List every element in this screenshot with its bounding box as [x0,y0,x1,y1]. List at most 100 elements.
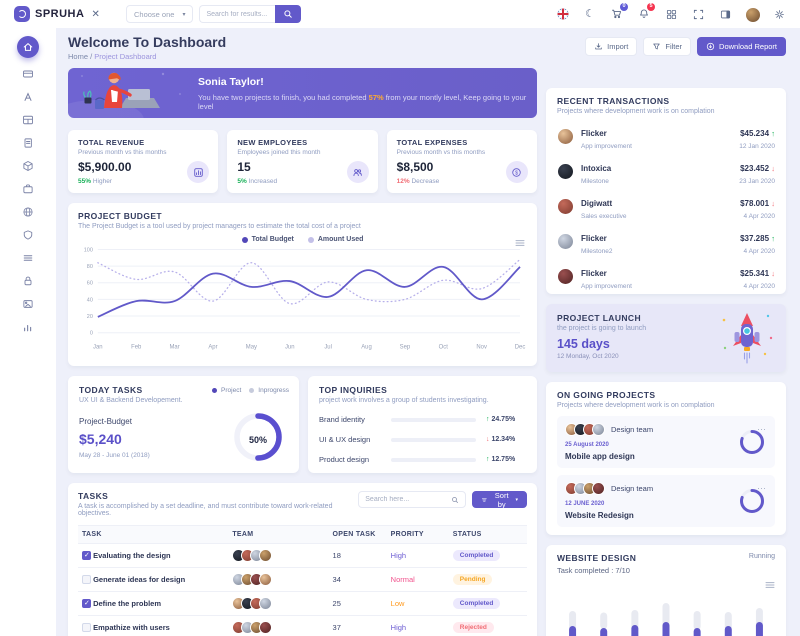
stat-subtitle: Previous month vs this months [396,149,486,156]
avatar [745,7,761,23]
transaction-avatar [557,233,574,250]
transaction-amount: $45.234 [740,129,770,138]
sidebar-item-tables[interactable] [21,113,35,127]
task-checkbox[interactable] [82,551,91,561]
transaction-date: 23 Jan 2020 [739,178,775,185]
task-checkbox[interactable] [82,575,91,585]
trend-arrow-icon: ↑ [486,456,490,463]
task-checkbox[interactable] [82,623,91,633]
ongoing-projects-card: ON GOING PROJECTS Projects where develop… [546,382,786,535]
user-avatar[interactable] [744,6,761,23]
sidebar-item-dashboard[interactable] [17,36,39,58]
priority-label: Low [390,599,405,608]
open-task-count: 25 [328,591,387,616]
banner-message-post: from your montly level, Keep going to yo… [198,93,527,111]
avatar [592,423,605,436]
globe-icon [23,207,33,217]
today-tasks-donut: 50% [231,410,285,469]
website-card-menu-icon[interactable] [765,576,775,593]
transaction-amount: $23.452 [740,164,770,173]
apps-grid-icon[interactable] [664,7,678,21]
cart-icon[interactable]: 0 [610,3,628,21]
sort-by-button[interactable]: Sort by ▾ [472,491,527,509]
budget-card-menu-icon[interactable] [515,234,525,252]
tasks-subtitle: A task is accomplished by a set deadline… [78,503,333,517]
breadcrumb-home[interactable]: Home [68,52,89,61]
notifications-bell-icon[interactable]: 5 [637,3,655,21]
dark-mode-moon-icon[interactable]: ☾ [585,7,595,20]
import-icon [595,43,602,50]
project-menu-icon[interactable]: ⋯ [757,424,767,434]
project-team-label: Design team [611,484,654,493]
transaction-date: 4 Apr 2020 [743,213,775,220]
task-name: Evaluating the design [93,550,171,560]
sidebar-item-security[interactable] [21,228,35,242]
legend-label-total-budget: Total Budget [251,236,294,243]
project-menu-icon[interactable]: ⋯ [757,483,767,493]
sidebar-item-cards[interactable] [21,67,35,81]
search-button[interactable] [275,5,302,23]
category-select[interactable]: Choose one ▾ [126,5,194,23]
stat-change-note: Decrease [409,178,440,185]
website-design-card: WEBSITE DESIGN Running Task completed : … [546,545,786,636]
card-icon [23,70,33,78]
bell-badge: 5 [647,3,655,11]
inquiry-change: 12.34% [491,436,516,443]
inquiries-title: TOP INQUIRIES [319,385,388,395]
svg-text:60: 60 [87,281,93,287]
stat-change-percent: 12% [396,178,410,185]
sidebar-item-charts[interactable] [21,320,35,334]
settings-gear-icon[interactable] [772,7,786,21]
category-select-value: Choose one [134,9,175,19]
sidebar-item-pages[interactable] [21,136,35,150]
inquiry-label: UI & UX design [319,435,371,444]
sidebar-item-menu-levels[interactable] [21,251,35,265]
sidebar-close-icon[interactable]: ✕ [91,8,100,20]
project-team-avatars [565,423,605,436]
banner-user-name: Sonia Taylor! [198,76,264,88]
legend-label-inprogress: Inprogress [258,387,289,394]
legend-dot-amount-used [307,236,314,243]
panel-toggle-icon[interactable] [718,7,732,21]
brand-logo[interactable]: SPRUHA ✕ [14,6,126,22]
team-avatars [232,549,324,562]
stat-card-employees: NEW EMPLOYEES Employees joined this mont… [227,130,378,193]
sidebar-item-business[interactable] [21,182,35,196]
project-progress-ring [739,488,765,519]
task-row: Define the problem 25 Low Completed [78,591,527,616]
inquiry-row: Product design ↑ 12.75% [319,455,526,464]
search-input[interactable] [199,5,276,23]
website-title: WEBSITE DESIGN [557,553,637,563]
fullscreen-icon[interactable] [691,7,705,21]
status-badge: Completed [452,598,501,609]
inquiry-label: Product design [319,455,370,464]
sidebar-item-authentication[interactable] [21,274,35,288]
sidebar-item-web-services[interactable] [21,205,35,219]
transaction-amount: $37.285 [740,234,770,243]
download-report-button[interactable]: Download Report [697,37,786,56]
budget-title: PROJECT BUDGET [78,211,162,221]
import-button[interactable]: Import [585,37,638,56]
icon-sidebar [0,28,56,636]
global-search [199,5,302,23]
transaction-amount: $78.001 [740,199,770,208]
col-header-status: STATUS [448,525,527,544]
svg-text:40: 40 [87,297,93,303]
project-team-label: Design team [611,425,654,434]
project-name: Website Redesign [565,511,634,520]
sidebar-item-media[interactable] [21,297,35,311]
sidebar-item-typography[interactable] [21,90,35,104]
header-actions: Import Filter Download Report [585,37,786,56]
legend-dot-project [212,388,218,393]
transaction-name: Flicker [581,129,607,138]
inquiry-change: 24.75% [491,416,516,423]
task-checkbox[interactable] [82,599,91,609]
chevron-down-icon: ▾ [515,496,518,503]
inquiry-row: UI & UX design ↓ 12.34% [319,435,526,444]
language-flag-icon[interactable] [556,7,570,21]
inquiry-label: Brand identity [319,415,365,424]
tasks-search-input[interactable] [365,496,448,503]
sidebar-item-elements[interactable] [21,159,35,173]
filter-button[interactable]: Filter [643,37,692,56]
launch-title: PROJECT LAUNCH [557,313,641,323]
